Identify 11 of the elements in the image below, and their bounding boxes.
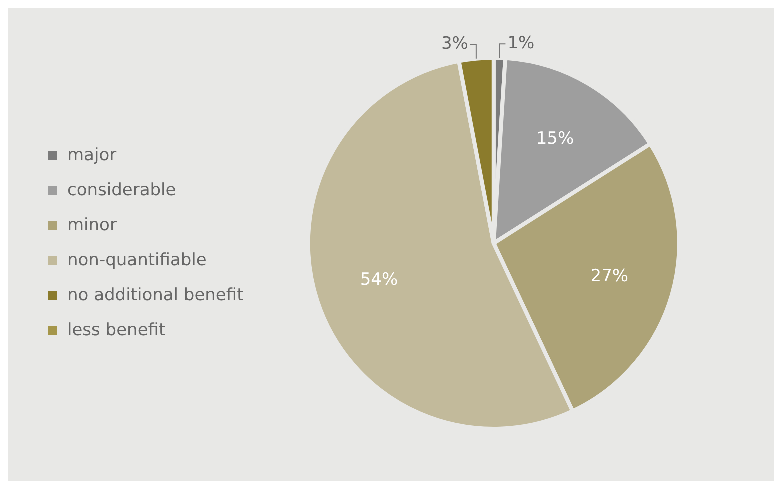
data-label: 3% — [441, 34, 468, 54]
legend-label: less benefit — [68, 320, 166, 340]
legend-label: considerable — [68, 180, 176, 200]
data-label: 15% — [536, 129, 574, 150]
data-label: 1% — [508, 34, 535, 54]
legend-label: major — [68, 145, 117, 166]
legend-label: non-quantifiable — [68, 250, 207, 270]
data-label: 27% — [590, 266, 629, 287]
legend-label: minor — [68, 215, 117, 236]
data-label: 54% — [360, 270, 398, 290]
legend-label: no additional benefit — [68, 285, 244, 306]
